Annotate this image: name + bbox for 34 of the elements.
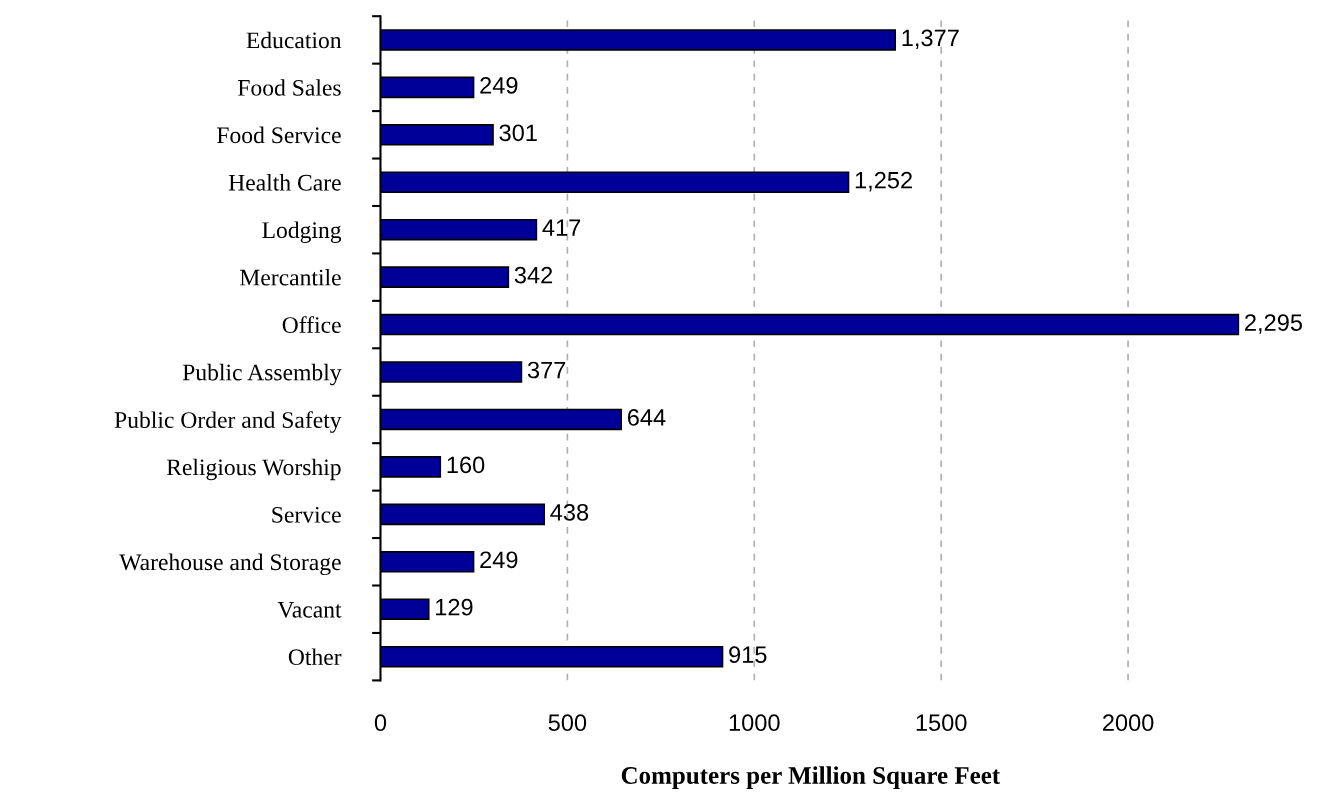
x-tick-label: 0 [374, 714, 387, 732]
y-tick-label: Other [288, 648, 342, 666]
data-label: 342 [514, 266, 553, 284]
data-label: 417 [542, 219, 581, 236]
y-tick-label: Lodging [262, 221, 342, 243]
data-label: 249 [480, 551, 518, 569]
y-tick-label: Religious Worship [166, 458, 341, 481]
data-label: 644 [627, 409, 666, 426]
x-tick-label: 500 [548, 714, 587, 732]
y-tick-label: Warehouse and Storage [119, 553, 341, 576]
y-tick-label: Food Sales [237, 79, 341, 96]
x-axis-title: Computers per Million Square Feet [621, 766, 1001, 789]
data-label: 915 [729, 646, 767, 664]
data-label: 2,295 [1245, 314, 1302, 334]
y-tick-label: Office [282, 316, 341, 333]
y-tick-label: Health Care [228, 174, 341, 191]
y-tick-label: Mercantile [240, 268, 341, 286]
data-label: 1,252 [855, 171, 912, 192]
data-label: 301 [499, 124, 537, 142]
x-tick-label: 2000 [1103, 714, 1154, 732]
y-tick-label: Food Service [217, 126, 341, 144]
data-label: 438 [550, 503, 589, 521]
y-tick-label: Public Order and Safety [114, 411, 342, 433]
y-tick-label: Vacant [277, 601, 342, 618]
data-label: 1,377 [902, 29, 959, 50]
y-tick-label: Service [272, 506, 341, 523]
data-label: 129 [436, 598, 473, 616]
y-tick-label: Education [246, 31, 342, 49]
data-label: 160 [447, 456, 485, 474]
x-tick-label: 1000 [729, 714, 780, 732]
data-label: 377 [527, 361, 566, 379]
y-tick-label: Public Assembly [182, 363, 342, 386]
data-label: 249 [480, 76, 518, 94]
x-tick-label: 1500 [916, 714, 967, 732]
